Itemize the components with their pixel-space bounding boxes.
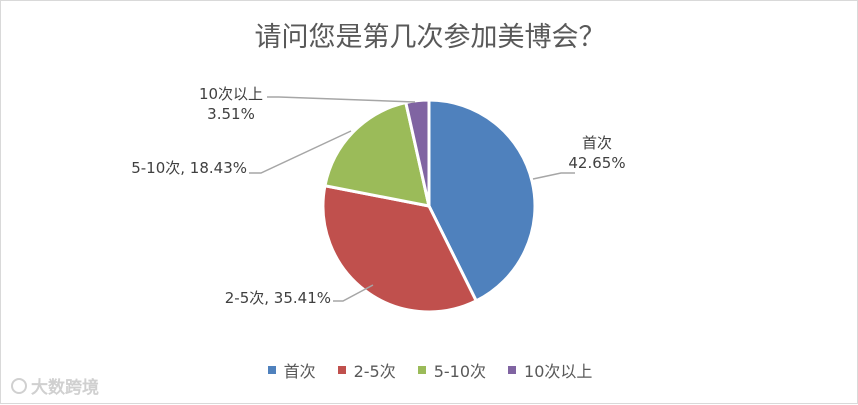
chart-title: 请问您是第几次参加美博会？ xyxy=(254,22,606,53)
legend-swatch xyxy=(267,366,276,374)
leader-line-3 xyxy=(267,96,416,103)
leader-line-0 xyxy=(532,172,575,180)
legend-item-10-plus: 10次以上 xyxy=(508,358,592,382)
legend: 首次 2-5次 5-10次 10次以上 xyxy=(1,358,858,382)
legend-item-first: 首次 xyxy=(267,358,316,382)
pie-slice-3 xyxy=(404,98,431,207)
leader-line-1 xyxy=(333,284,374,302)
data-label-0: 首次 42.65% xyxy=(568,134,625,172)
legend-swatch xyxy=(508,366,517,374)
legend-item-2-5: 2-5次 xyxy=(337,358,396,382)
legend-swatch xyxy=(417,366,426,374)
data-label-2: 5-10次, 18.43% xyxy=(131,159,247,177)
legend-label: 5-10次 xyxy=(433,362,487,381)
legend-label: 首次 xyxy=(283,362,316,381)
legend-item-5-10: 5-10次 xyxy=(417,358,487,382)
legend-label: 10次以上 xyxy=(524,362,593,381)
data-label-1: 2-5次, 35.41% xyxy=(225,289,331,307)
pie-slice-0 xyxy=(427,98,537,303)
leader-line-2 xyxy=(249,130,352,174)
watermark: 大数跨境 xyxy=(11,373,99,398)
pie-slice-2 xyxy=(323,100,431,208)
data-label-3: 10次以上 3.51% xyxy=(199,85,263,123)
pie-slice-1 xyxy=(321,183,479,314)
legend-swatch xyxy=(337,366,346,374)
legend-label: 2-5次 xyxy=(353,362,396,381)
watermark-text: 大数跨境 xyxy=(31,378,99,398)
watermark-logo-icon xyxy=(11,377,27,394)
